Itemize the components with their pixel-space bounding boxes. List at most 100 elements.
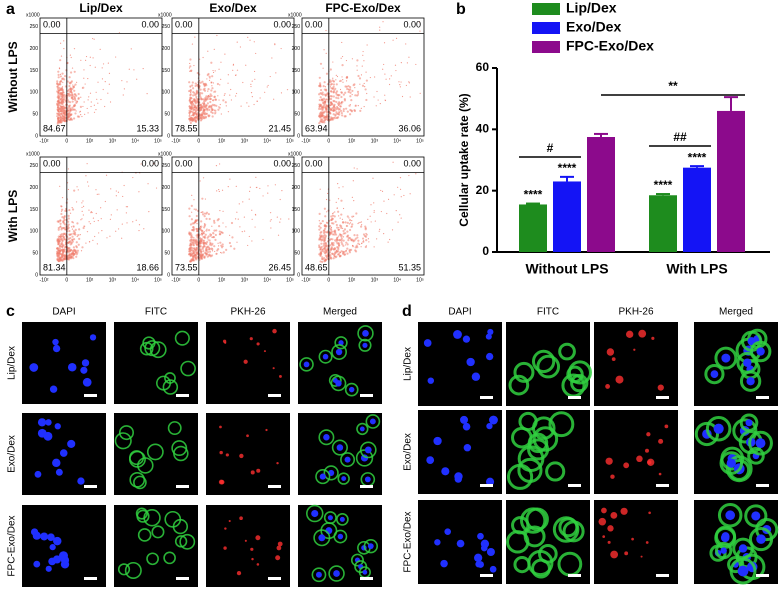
flow-event — [377, 99, 379, 101]
flow-event — [98, 232, 100, 234]
flow-event — [201, 234, 204, 236]
cell — [732, 418, 758, 444]
flow-event — [189, 100, 192, 104]
cell — [124, 561, 142, 579]
flow-event — [57, 243, 60, 246]
flow-event — [92, 37, 94, 40]
flow-event — [318, 122, 321, 125]
flow-event — [126, 206, 129, 208]
flow-event — [59, 258, 63, 262]
flow-event — [188, 233, 191, 236]
flow-x-tick: 10³ — [109, 138, 117, 144]
flow-event — [386, 212, 388, 215]
flow-x-tick: -10² — [40, 277, 49, 283]
flow-event — [68, 84, 71, 88]
nucleus — [454, 475, 462, 483]
flow-event — [59, 219, 62, 222]
bar — [519, 204, 547, 252]
error-bar — [724, 96, 738, 111]
flow-event — [191, 236, 194, 239]
flow-event — [201, 80, 204, 83]
flow-x-tick: 0 — [65, 138, 68, 144]
flow-event — [125, 206, 127, 208]
nucleus — [485, 352, 494, 361]
flow-event — [356, 168, 358, 170]
flow-frame — [39, 156, 163, 276]
flow-event — [90, 105, 92, 108]
flow-event — [401, 95, 404, 98]
flow-event — [100, 218, 102, 220]
flow-event — [206, 228, 208, 230]
flow-x-tick: 0 — [327, 138, 330, 144]
flow-event — [188, 107, 192, 110]
flow-event — [363, 82, 365, 85]
flow-event — [202, 245, 205, 249]
flow-event — [242, 201, 244, 203]
flow-event — [210, 61, 213, 64]
cell — [513, 361, 535, 383]
flow-event — [250, 92, 253, 94]
flow-frame — [171, 17, 295, 137]
flow-event — [374, 220, 376, 222]
flow-event — [230, 88, 232, 91]
flow-event — [319, 238, 322, 241]
flow-event — [273, 98, 275, 100]
flow-event — [194, 119, 198, 122]
flow-y-tick: 250 — [162, 163, 171, 169]
flow-event — [84, 83, 86, 85]
flow-event — [369, 215, 371, 217]
flow-event — [331, 252, 334, 255]
flow-event — [376, 238, 378, 240]
flow-event — [203, 116, 206, 120]
flow-event — [341, 221, 345, 224]
flow-event — [336, 207, 338, 209]
flow-event — [335, 93, 338, 96]
flow-event — [338, 215, 340, 217]
flow-event — [188, 117, 191, 121]
flow-event — [85, 59, 87, 61]
flow-event — [217, 247, 220, 251]
flow-event — [329, 232, 332, 235]
flow-event — [60, 245, 63, 248]
nucleus — [487, 328, 494, 336]
flow-event — [195, 243, 199, 246]
flow-event — [203, 256, 206, 259]
flow-event — [69, 71, 73, 74]
flow-event — [63, 47, 65, 50]
nucleus — [82, 377, 92, 387]
cell — [558, 517, 579, 538]
x-tick-label: Without LPS — [525, 261, 608, 277]
flow-event — [342, 239, 345, 242]
significance: **** — [654, 178, 673, 192]
flow-event — [97, 220, 99, 222]
flow-event — [61, 113, 64, 116]
flow-event — [346, 252, 349, 255]
flow-event — [72, 86, 74, 88]
flow-event — [87, 112, 89, 114]
flow-event — [337, 253, 341, 256]
flow-event — [59, 92, 62, 95]
nucleus — [721, 532, 730, 541]
vesicle — [651, 336, 655, 340]
bar — [717, 110, 745, 252]
flow-event — [323, 207, 326, 210]
flow-event — [71, 67, 74, 69]
cell — [748, 430, 773, 456]
flow-event — [69, 237, 72, 240]
flow-x-tick: 10⁵ — [416, 277, 424, 283]
flow-event — [59, 75, 62, 78]
flow-event — [101, 67, 103, 69]
flow-event — [221, 243, 224, 246]
micrograph — [506, 500, 590, 584]
flow-event — [75, 110, 77, 112]
flow-event — [203, 89, 207, 92]
flow-event — [65, 104, 67, 106]
flow-event — [58, 252, 60, 254]
flow-event — [341, 101, 343, 103]
flow-event — [72, 251, 75, 254]
flow-event — [360, 74, 363, 76]
flow-event — [236, 69, 239, 71]
flow-event — [217, 95, 219, 97]
vesicle — [219, 479, 225, 485]
